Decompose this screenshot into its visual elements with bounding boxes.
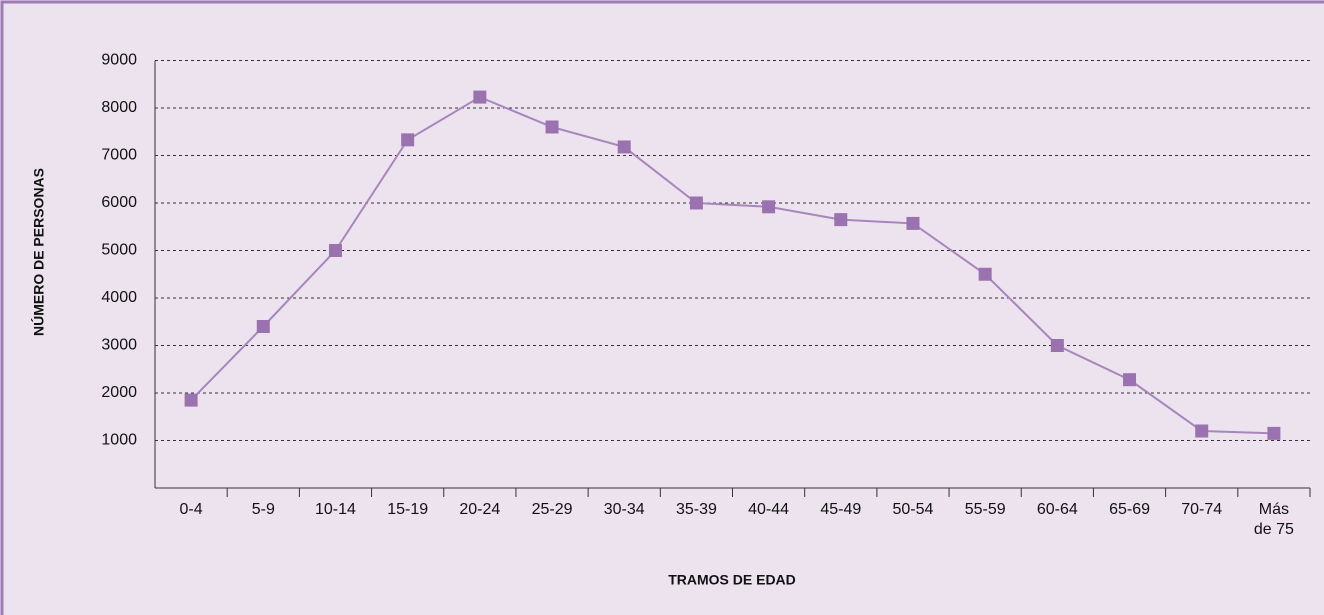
x-tick-label: 45-49 xyxy=(820,501,862,518)
x-tick-label-box: 20-24 xyxy=(459,501,501,518)
marker xyxy=(762,200,776,214)
x-tick-label-box: 60-64 xyxy=(1036,501,1078,518)
y-tick-label: 4000 xyxy=(101,289,137,306)
x-tick-label: 65-69 xyxy=(1109,501,1150,518)
marker xyxy=(1123,373,1137,387)
y-tick-label: 9000 xyxy=(101,52,137,69)
x-tick-label: 10-14 xyxy=(315,501,356,518)
marker xyxy=(978,267,992,281)
x-tick-label-box: 10-14 xyxy=(315,501,356,518)
x-tick-label: 0-4 xyxy=(179,501,203,518)
marker xyxy=(834,213,848,227)
y-tick-label: 5000 xyxy=(101,242,137,259)
marker xyxy=(1267,426,1281,440)
marker xyxy=(401,133,415,147)
marker xyxy=(184,393,198,407)
x-tick-label-box: 65-69 xyxy=(1109,501,1150,518)
x-tick-label: 60-64 xyxy=(1036,501,1078,518)
x-tick-label: 30-34 xyxy=(603,501,645,518)
x-tick-label: 25-29 xyxy=(531,501,573,518)
x-tick-label: 20-24 xyxy=(459,501,501,518)
marker xyxy=(328,244,342,257)
marker xyxy=(545,120,559,134)
marker xyxy=(689,196,703,210)
x-tick-label: 5-9 xyxy=(251,501,275,518)
marker xyxy=(1050,339,1064,352)
marker xyxy=(906,216,920,230)
x-tick-label: 40-44 xyxy=(748,501,790,518)
x-tick-label-box: 50-54 xyxy=(892,501,934,518)
x-tick-label-box: 15-19 xyxy=(387,501,429,518)
marker xyxy=(1195,424,1209,438)
y-tick-label: 1000 xyxy=(101,432,137,449)
y-tick-label: 2000 xyxy=(101,384,137,401)
line xyxy=(190,95,1274,435)
marker xyxy=(256,320,270,333)
x-tick-label: 55-59 xyxy=(964,501,1006,518)
x-tick-label: Más de 75 xyxy=(1253,501,1294,538)
y-tick-label: 7000 xyxy=(101,147,137,164)
x-tick-label: 15-19 xyxy=(387,501,429,518)
y-tick-label: 6000 xyxy=(101,194,137,211)
marker xyxy=(473,90,487,104)
x-tick-label-box: 45-49 xyxy=(820,501,862,518)
y-tick-label: 3000 xyxy=(101,337,137,354)
x-tick-label: 70-74 xyxy=(1181,501,1223,518)
x-tick-label-box: 0-4 xyxy=(179,501,203,518)
x-tick-label-box: 55-59 xyxy=(964,501,1006,518)
x-tick-label-box: 70-74 xyxy=(1181,501,1223,518)
x-tick-label-box: Más de 75 xyxy=(1253,501,1294,538)
x-tick-label-box: 40-44 xyxy=(748,501,790,518)
x-tick-label-box: 35-39 xyxy=(675,501,717,518)
y-tick-label: 8000 xyxy=(101,99,137,116)
marker xyxy=(617,140,631,154)
x-tick-label-box: 5-9 xyxy=(251,501,275,518)
y-axis-title: NÚMERO DE PERSONAS xyxy=(30,168,47,336)
x-tick-label-box: 25-29 xyxy=(531,501,573,518)
x-tick-label-box: 30-34 xyxy=(603,501,645,518)
x-tick-label: 35-39 xyxy=(675,501,717,518)
x-tick-label: 50-54 xyxy=(892,501,934,518)
x-axis-title: TRAMOS DE EDAD xyxy=(668,572,796,588)
